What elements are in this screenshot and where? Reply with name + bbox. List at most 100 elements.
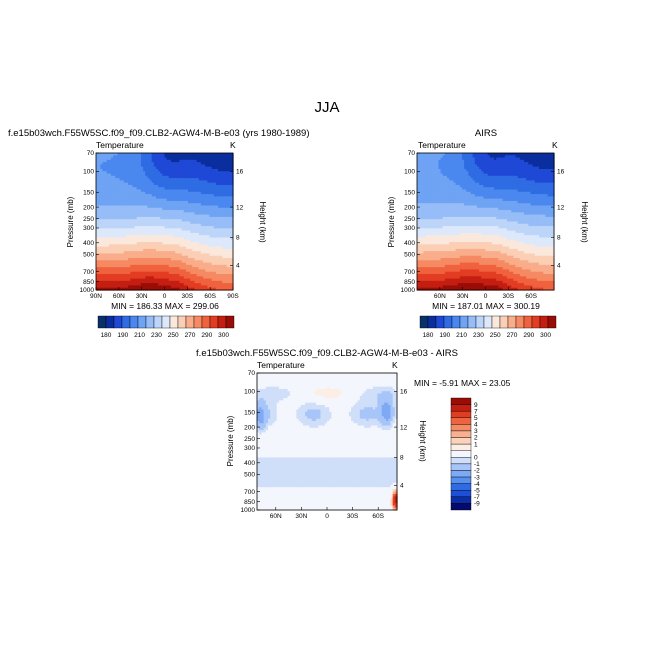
panel-model-cell <box>179 251 183 255</box>
panel-model-cell <box>194 267 198 271</box>
panel-model-cell <box>132 153 136 156</box>
panel-model-cell <box>173 230 176 234</box>
panel-model-cell <box>188 237 191 241</box>
panel-model-cell <box>160 226 163 229</box>
panel-airs-cell <box>440 166 444 170</box>
panel-model-cell <box>224 168 228 172</box>
panel-model-cell <box>145 271 148 275</box>
panel-airs-cell <box>468 178 472 181</box>
panel-model-cell <box>125 258 129 261</box>
panel-airs-cell <box>487 173 491 177</box>
panel-airs-cell <box>483 187 487 191</box>
panel-model-cell <box>143 251 146 255</box>
panel-airs-cell <box>464 171 467 175</box>
panel-model-cell <box>177 251 181 255</box>
panel-model-cell <box>203 159 206 163</box>
panel-model-cell <box>190 162 193 166</box>
panel-airs-cell <box>528 162 532 166</box>
panel-model-cell <box>213 223 217 227</box>
panel-model-cell <box>211 162 215 166</box>
panel-airs-cell <box>464 173 467 177</box>
panel-model-cell <box>168 269 172 273</box>
panel-model-cell <box>100 164 104 168</box>
panel-model-cell <box>151 205 155 209</box>
panel-model-cell <box>160 221 163 225</box>
panel-model-cell <box>96 184 99 188</box>
panel-model-cell <box>96 221 99 225</box>
panel-model-cell <box>164 178 168 181</box>
panel-model-cell <box>115 258 119 261</box>
panel-airs-cell <box>417 164 420 168</box>
panel-model-cell <box>203 182 206 186</box>
panel-model-cell <box>160 269 163 273</box>
panel-model-cell <box>224 253 228 257</box>
panel-model-cell <box>207 207 211 211</box>
panel-model-cell <box>226 198 230 202</box>
panel-airs-cell <box>487 171 491 175</box>
panel-airs-cell <box>472 166 476 170</box>
panel-model-cell <box>162 182 166 186</box>
panel-model-cell <box>209 223 213 227</box>
panel-model-cell <box>181 155 185 159</box>
panel-model-cell <box>183 216 187 220</box>
panel-model-cell <box>209 182 213 186</box>
panel-model-cell <box>228 269 232 273</box>
panel-model-cell <box>196 180 200 184</box>
panel-model-cell <box>194 173 198 177</box>
panel-model-cell <box>230 219 234 223</box>
panel-model-cell <box>134 164 138 168</box>
panel-model-cell <box>149 244 153 248</box>
panel-model-cell <box>205 271 208 275</box>
panel-model-cell <box>166 287 170 291</box>
panel-model-cell <box>106 226 110 229</box>
panel-model-cell <box>200 246 204 250</box>
panel-airs-cell <box>440 164 444 168</box>
panel-model-cell <box>140 155 144 159</box>
panel-model-cell <box>200 285 204 289</box>
panel-model-cell <box>110 235 114 239</box>
panel-model-cell <box>153 196 157 200</box>
panel-model-cell <box>213 260 217 264</box>
panel-model-cell <box>173 175 176 179</box>
panel-model-cell <box>125 184 129 188</box>
panel-model-cell <box>155 276 159 280</box>
panel-airs-cell <box>481 173 484 177</box>
panel-airs-cell <box>500 168 504 172</box>
panel-model-cell <box>164 285 168 289</box>
panel-model-cell <box>220 164 223 168</box>
panel-model-cell <box>153 235 157 239</box>
panel-model-cell <box>145 184 148 188</box>
panel-model-cell <box>215 203 219 207</box>
panel-model-cell <box>153 159 157 163</box>
panel-model-cell <box>179 283 183 287</box>
panel-model-cell <box>151 262 155 266</box>
panel-model-cell <box>175 283 178 287</box>
panel-model-cell <box>213 207 217 211</box>
panel-model-cell <box>168 175 172 179</box>
panel-model-cell <box>194 178 198 181</box>
panel-airs-cell <box>470 182 474 186</box>
panel-model-cell <box>100 200 104 204</box>
panel-model-cell <box>143 221 146 225</box>
panel-model-cell <box>143 264 146 268</box>
panel-model-cell <box>226 269 230 273</box>
panel-model-cell <box>170 244 174 248</box>
panel-airs-cell <box>444 182 448 186</box>
panel-model-cell <box>179 205 183 209</box>
panel-model-cell <box>164 226 168 229</box>
panel-model-cell <box>113 267 116 271</box>
panel-model-cell <box>213 237 217 241</box>
panel-airs-cell <box>419 171 422 175</box>
panel-model-cell <box>155 242 159 245</box>
panel-model-cell <box>200 198 204 202</box>
panel-model-cell <box>151 264 155 268</box>
panel-model-cell <box>134 269 138 273</box>
panel-model-cell <box>134 159 138 163</box>
panel-model-cell <box>102 223 106 227</box>
panel-airs-cell <box>543 164 547 168</box>
panel-model-cell <box>205 203 208 207</box>
panel-model-cell <box>215 258 219 261</box>
panel-model-cell <box>175 287 178 291</box>
panel-model-cell <box>220 255 223 259</box>
panel-airs-cell <box>509 184 512 188</box>
